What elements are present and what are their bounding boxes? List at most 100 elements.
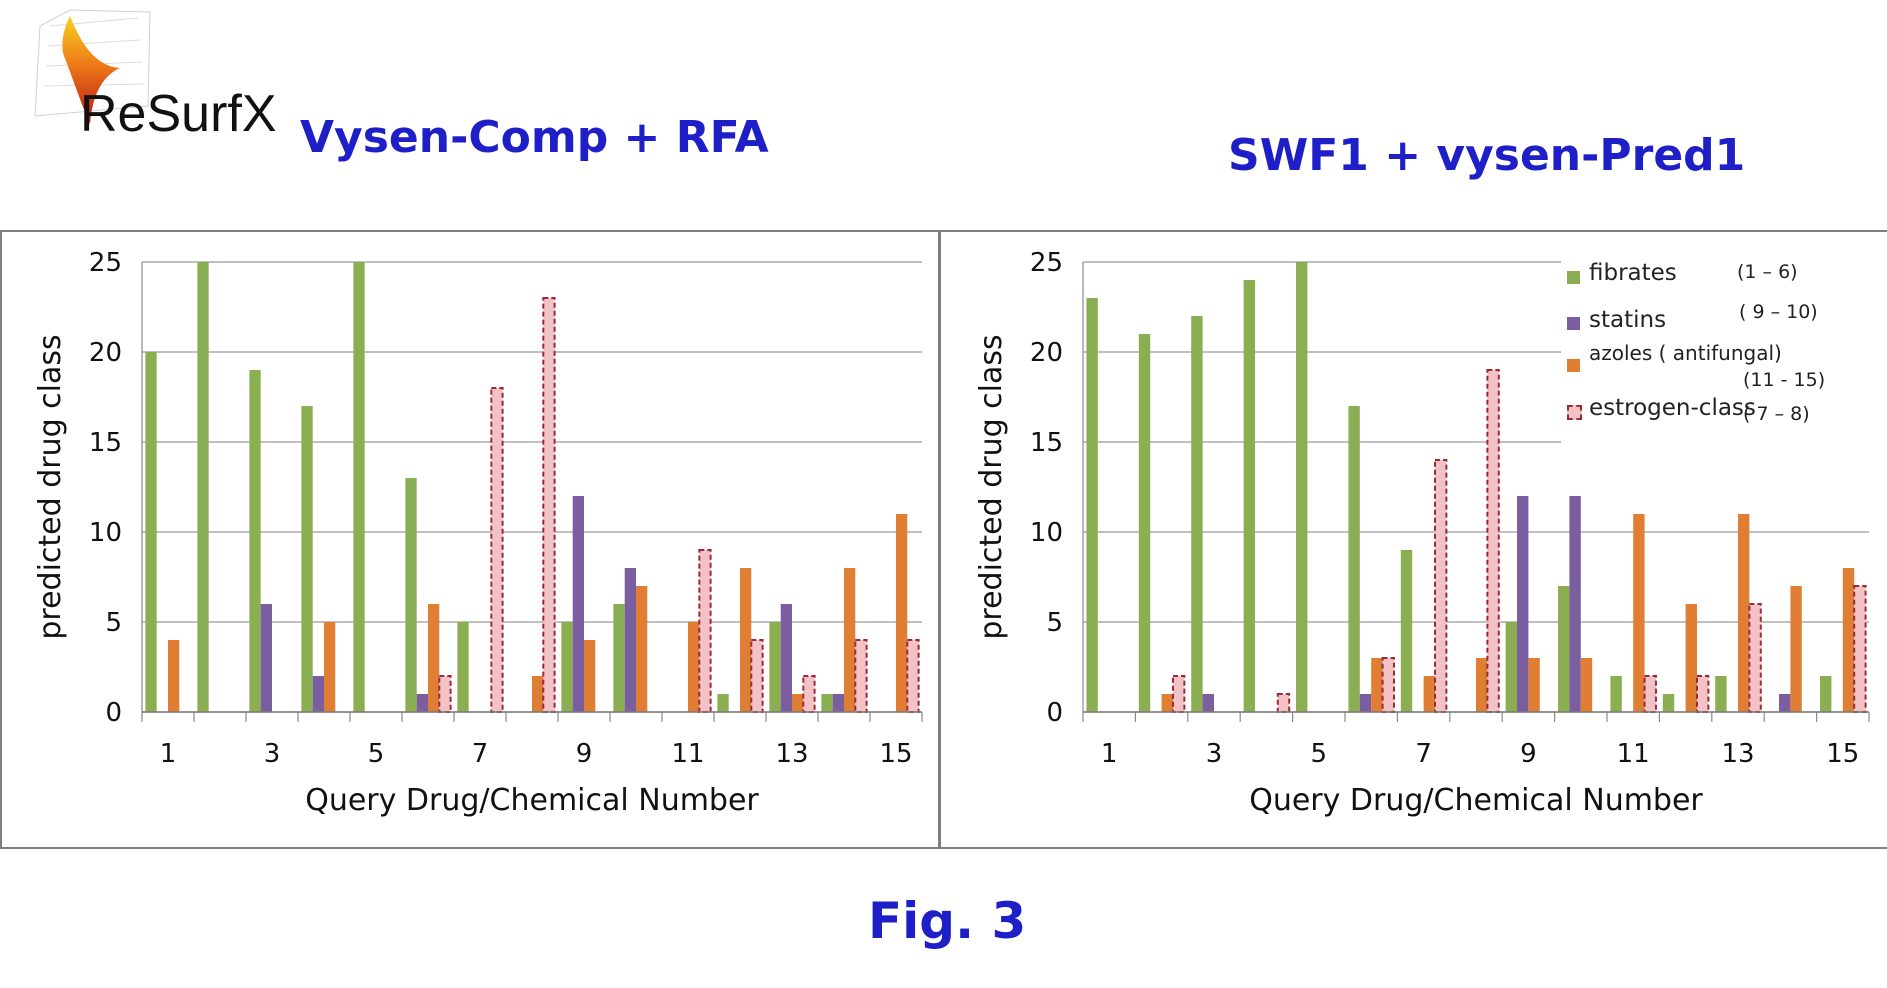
bar-fibrates-7 (1400, 550, 1413, 712)
bar-fibrates-3 (1191, 316, 1203, 712)
bar-azoles-12 (1685, 604, 1697, 712)
bar-fibrates-12 (717, 694, 729, 712)
bar-statins-14 (832, 694, 844, 712)
bar-azoles-1 (168, 640, 180, 712)
bar-fibrates-2 (1138, 334, 1151, 712)
bar-estrogen-class-11 (698, 549, 712, 713)
x-tick-label: 1 (160, 739, 177, 769)
bar-fibrates-9 (561, 622, 573, 712)
legend-range: (1 – 6) (1737, 261, 1798, 283)
bar-statins-9 (1517, 496, 1529, 712)
bar-fibrates-12 (1662, 694, 1675, 712)
y-tick-label: 5 (105, 608, 122, 638)
bar-fibrates-15 (1820, 676, 1832, 712)
bar-estrogen-class-7 (490, 387, 504, 713)
chart-legend: fibrates (1 – 6) statins ( 9 – 10) azole… (1561, 257, 1876, 447)
y-tick-label: 5 (1046, 608, 1063, 638)
bar-azoles-14 (1790, 586, 1802, 712)
bar-estrogen-class-8 (542, 297, 556, 713)
bar-estrogen-class-12 (1695, 675, 1710, 713)
bar-fibrates-6 (1348, 406, 1360, 712)
resurfx-logo: ReSurfX (30, 6, 285, 143)
legend-range: ( 9 – 10) (1739, 301, 1818, 323)
bar-azoles-9 (584, 640, 596, 712)
bar-azoles-7 (1423, 676, 1435, 712)
bar-fibrates-10 (1558, 586, 1570, 712)
bar-azoles-9 (1528, 658, 1540, 712)
bar-fibrates-6 (405, 478, 417, 712)
x-tick-label: 3 (1206, 739, 1223, 769)
bar-statins-14 (1779, 694, 1791, 712)
y-tick-label: 15 (1030, 428, 1063, 458)
x-tick-label: 5 (368, 739, 385, 769)
logo-text: ReSurfX (80, 85, 277, 143)
figure-label: Fig. 3 (868, 892, 1027, 950)
bar-fibrates-14 (821, 694, 833, 712)
legend-range: ( 7 – 8) (1743, 403, 1810, 425)
bar-statins-4 (312, 676, 324, 712)
bar-azoles-11 (688, 622, 700, 712)
bar-azoles-10 (636, 586, 648, 712)
legend-label: azoles ( antifungal) (1589, 341, 1782, 365)
bar-statins-6 (1359, 694, 1372, 712)
bar-estrogen-class-15 (1853, 585, 1867, 713)
x-tick-label: 7 (472, 739, 489, 769)
bar-azoles-13 (1738, 514, 1750, 712)
legend-label: estrogen-class (1589, 395, 1756, 421)
bar-fibrates-13 (769, 622, 781, 712)
bar-fibrates-1 (145, 352, 157, 712)
y-tick-label: 20 (1030, 338, 1063, 368)
y-tick-label: 15 (89, 428, 122, 458)
x-tick-label: 9 (576, 739, 593, 769)
legend-range: (11 - 15) (1743, 369, 1826, 391)
bar-fibrates-13 (1715, 676, 1727, 712)
bar-fibrates-4 (301, 406, 313, 712)
legend-label: fibrates (1589, 260, 1677, 286)
bar-azoles-4 (324, 622, 336, 712)
bar-statins-9 (572, 496, 584, 712)
bar-fibrates-3 (249, 370, 261, 712)
bar-azoles-15 (1842, 568, 1855, 712)
y-tick-label: 20 (89, 338, 122, 368)
y-tick-label: 25 (89, 248, 122, 278)
bar-estrogen-class-6 (1381, 657, 1395, 713)
x-tick-label: 3 (264, 739, 281, 769)
bar-statins-6 (416, 694, 428, 712)
legend-swatch-estrogen (1567, 405, 1582, 420)
right-chart-panel: 0 5 10 15 20 25 1 3 5 7 9 11 13 15 Query Drug/Chemical… (939, 230, 1887, 849)
bar-fibrates-11 (1610, 676, 1622, 712)
bar-azoles-6 (428, 604, 440, 712)
bar-estrogen-class-2 (1171, 675, 1186, 713)
bar-azoles-2 (1161, 694, 1173, 712)
bar-statins-10 (1569, 496, 1581, 712)
bar-azoles-8 (1476, 658, 1488, 712)
x-tick-label: 11 (671, 739, 704, 769)
x-tick-label: 7 (1415, 739, 1432, 769)
logo-flame-icon (34, 9, 151, 124)
bar-statins-3 (1202, 694, 1214, 712)
legend-label: statins (1589, 307, 1667, 333)
x-axis-label: Query Drug/Chemical Number (1249, 783, 1703, 818)
bar-fibrates-5 (353, 262, 365, 712)
y-tick-label: 25 (1030, 248, 1063, 278)
bar-estrogen-class-11 (1643, 675, 1657, 713)
bar-estrogen-class-12 (750, 639, 764, 713)
bar-estrogen-class-13 (802, 675, 816, 713)
bar-estrogen-class-14 (854, 639, 868, 713)
y-tick-label: 0 (1046, 698, 1063, 728)
y-tick-label: 0 (105, 698, 122, 728)
x-tick-label: 15 (1826, 739, 1859, 769)
x-tick-label: 13 (775, 739, 808, 769)
x-tick-label: 11 (1617, 739, 1650, 769)
bar-fibrates-4 (1243, 280, 1256, 712)
y-axis-label: predicted drug class (33, 334, 68, 639)
bar-statins-13 (780, 604, 792, 712)
right-chart-title: SWF1 + vysen-Pred1 (1228, 130, 1746, 181)
bar-estrogen-class-6 (438, 675, 452, 713)
bar-estrogen-class-13 (1748, 603, 1762, 713)
bar-statins-3 (260, 604, 272, 712)
bar-azoles-10 (1580, 658, 1593, 712)
bar-azoles-13 (792, 694, 804, 712)
